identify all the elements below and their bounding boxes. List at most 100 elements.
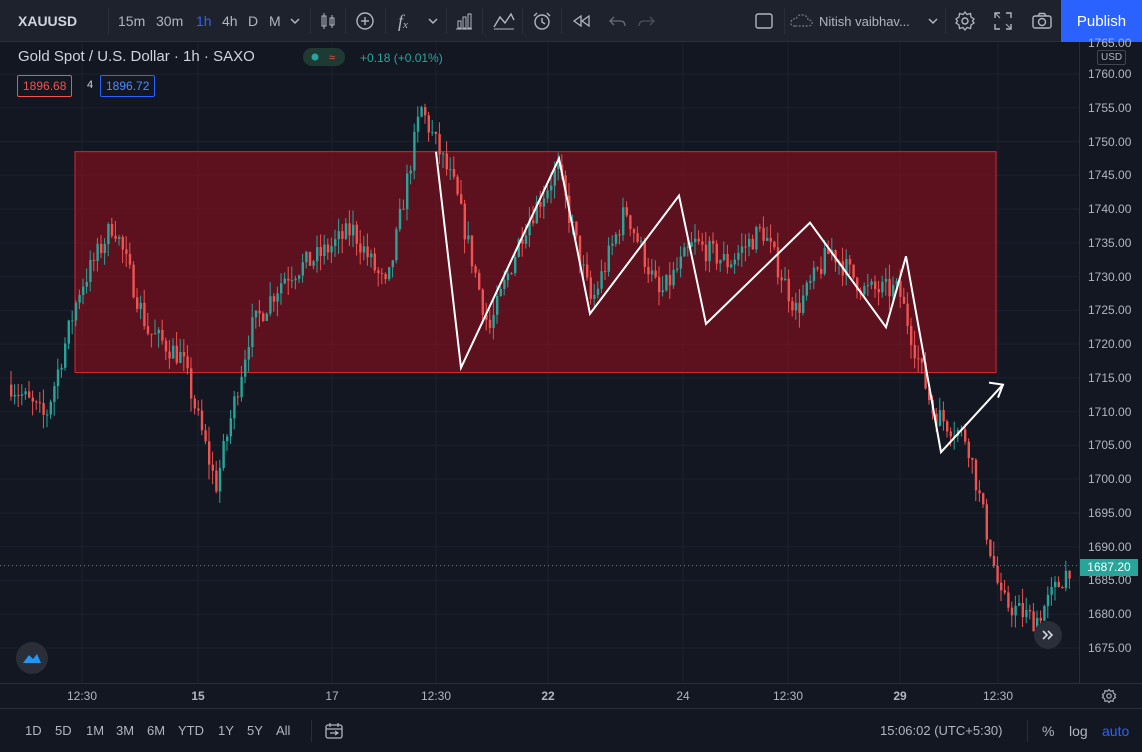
candle-body bbox=[550, 185, 553, 191]
range-6m[interactable]: 6M bbox=[147, 723, 166, 738]
range-all[interactable]: All bbox=[276, 723, 291, 738]
range-1d[interactable]: 1D bbox=[25, 723, 42, 738]
range-zone-rectangle[interactable] bbox=[74, 151, 997, 373]
candle-body bbox=[316, 247, 319, 262]
fullscreen-icon[interactable] bbox=[993, 0, 1013, 42]
candle-body bbox=[726, 253, 729, 268]
indicators-chevron-icon[interactable] bbox=[428, 0, 438, 42]
price-label: 1745.00 bbox=[1088, 168, 1132, 183]
range-5y[interactable]: 5Y bbox=[247, 723, 263, 738]
candle-body bbox=[452, 169, 456, 177]
candle-body bbox=[247, 346, 250, 360]
candle-body bbox=[366, 246, 369, 258]
price-label: 1685.00 bbox=[1088, 573, 1132, 588]
candle-body bbox=[992, 555, 996, 566]
user-layout-name[interactable]: Nitish vaibhav... bbox=[819, 13, 910, 29]
buy-price-button[interactable]: 1896.72 bbox=[100, 75, 156, 97]
redo-icon[interactable] bbox=[636, 0, 656, 42]
candle-body bbox=[812, 267, 816, 281]
candle-body bbox=[856, 277, 859, 291]
candle-body bbox=[35, 401, 38, 403]
symbol-legend-title[interactable]: Gold Spot / U.S. Dollar · 1h · SAXO bbox=[18, 48, 255, 65]
financials-icon[interactable] bbox=[454, 0, 474, 42]
candle-body bbox=[625, 207, 628, 216]
arrowhead-path bbox=[988, 381, 1005, 398]
interval-d[interactable]: D bbox=[248, 13, 259, 29]
candle-body bbox=[434, 131, 438, 135]
layout-square-icon[interactable] bbox=[754, 0, 774, 42]
range-3m[interactable]: 3M bbox=[116, 723, 135, 738]
candle-body bbox=[1000, 582, 1003, 591]
candle-body bbox=[380, 273, 384, 275]
price-chart[interactable] bbox=[0, 42, 1079, 683]
svg-text:≈: ≈ bbox=[329, 52, 335, 64]
alert-clock-icon[interactable] bbox=[531, 0, 553, 42]
candle-body bbox=[197, 408, 200, 411]
price-label: 1750.00 bbox=[1088, 134, 1132, 149]
divider bbox=[108, 8, 109, 34]
candle-body bbox=[672, 269, 675, 286]
price-axis[interactable] bbox=[1079, 42, 1142, 683]
candle-body bbox=[546, 190, 549, 199]
candles-icon[interactable] bbox=[318, 0, 338, 42]
candle-body bbox=[668, 274, 672, 286]
candle-body bbox=[186, 356, 189, 369]
layout-chevron-icon[interactable] bbox=[928, 0, 938, 42]
candle-body bbox=[967, 441, 970, 459]
undo-icon[interactable] bbox=[608, 0, 628, 42]
candle-body bbox=[406, 173, 409, 210]
candle-body bbox=[100, 243, 103, 254]
candle-body bbox=[578, 235, 582, 265]
range-1m[interactable]: 1M bbox=[86, 723, 105, 738]
candle-body bbox=[1010, 607, 1014, 616]
scroll-to-realtime-button[interactable] bbox=[1034, 621, 1062, 649]
candle-body bbox=[564, 175, 567, 196]
candle-body bbox=[269, 296, 272, 314]
snapshot-camera-icon[interactable] bbox=[1031, 0, 1053, 42]
range-5d[interactable]: 5D bbox=[55, 723, 72, 738]
publish-button[interactable]: Publish bbox=[1061, 0, 1142, 42]
tradingview-logo-icon[interactable] bbox=[16, 642, 48, 674]
interval-1h[interactable]: 1h bbox=[196, 13, 212, 29]
cloud-icon bbox=[789, 0, 815, 42]
candle-body bbox=[139, 302, 142, 309]
compare-add-icon[interactable] bbox=[355, 0, 375, 42]
interval-dropdown-chevron-icon[interactable] bbox=[290, 0, 300, 42]
range-1y[interactable]: 1Y bbox=[218, 723, 234, 738]
interval-m[interactable]: M bbox=[269, 13, 281, 29]
candle-body bbox=[229, 418, 232, 437]
candle-body bbox=[852, 264, 855, 278]
settings-gear-icon[interactable] bbox=[954, 0, 976, 42]
sell-price-button[interactable]: 1896.68 bbox=[17, 75, 73, 97]
candle-body bbox=[96, 243, 99, 262]
candle-body bbox=[492, 314, 495, 328]
candle-body bbox=[67, 320, 70, 344]
candle-body bbox=[766, 237, 769, 241]
candle-body bbox=[488, 319, 492, 328]
symbol-search[interactable]: XAUUSD bbox=[18, 13, 78, 29]
candle-body bbox=[514, 256, 517, 274]
divider bbox=[446, 8, 447, 34]
interval-4h[interactable]: 4h bbox=[222, 13, 238, 29]
candle-body bbox=[388, 267, 391, 280]
candle-body bbox=[38, 402, 42, 404]
strategy-icon[interactable] bbox=[492, 0, 516, 42]
market-status-icon[interactable]: ≈ bbox=[303, 48, 345, 66]
bar-replay-icon[interactable] bbox=[571, 0, 591, 42]
interval-30m[interactable]: 30m bbox=[156, 13, 184, 29]
currency-label[interactable]: USD bbox=[1097, 50, 1127, 65]
zigzag-drawing[interactable] bbox=[435, 151, 1004, 455]
range-ytd[interactable]: YTD bbox=[178, 723, 204, 738]
price-label: 1700.00 bbox=[1088, 472, 1132, 487]
candle-body bbox=[848, 259, 852, 265]
go-to-date-icon[interactable] bbox=[324, 709, 344, 752]
axis-settings-gear-icon[interactable] bbox=[1101, 688, 1117, 709]
auto-scale-toggle[interactable]: auto bbox=[1102, 722, 1130, 739]
log-scale-toggle[interactable]: log bbox=[1069, 722, 1088, 739]
percent-scale-toggle[interactable]: % bbox=[1042, 722, 1055, 739]
time-axis[interactable] bbox=[0, 683, 1142, 708]
clock-timezone[interactable]: 15:06:02 (UTC+5:30) bbox=[880, 723, 1003, 738]
candle-body bbox=[755, 227, 758, 250]
interval-15m[interactable]: 15m bbox=[118, 13, 146, 29]
